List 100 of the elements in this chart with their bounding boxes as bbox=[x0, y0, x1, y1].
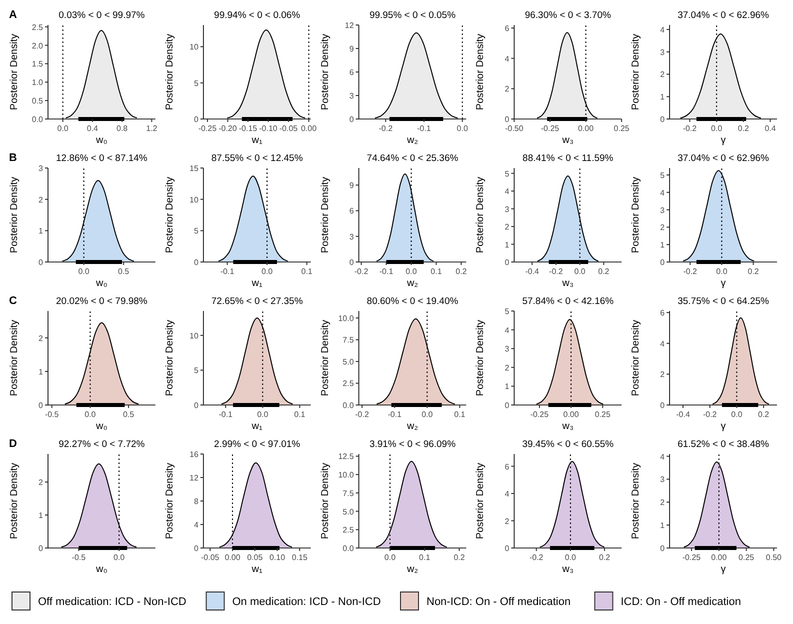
y-tick-label: 3 bbox=[660, 48, 666, 57]
text: 61.52% < 0 < 38.48% bbox=[678, 439, 770, 450]
y-tick-label: 15 bbox=[189, 164, 199, 173]
x-tick-label: 0.1 bbox=[419, 553, 431, 562]
x-axis-title: w₂ bbox=[406, 135, 418, 146]
y-axis-title: Posterior Density bbox=[9, 320, 20, 396]
y-tick-label: 4 bbox=[504, 326, 510, 335]
text: 99.94% < 0 < 0.06% bbox=[214, 10, 301, 21]
y-tick-label: 5.0 bbox=[342, 357, 354, 366]
y-tick-label: 0 bbox=[194, 258, 199, 267]
y-tick-label: 3 bbox=[504, 344, 510, 354]
y-tick-label: 5 bbox=[660, 170, 666, 180]
y-tick-label: 1.0 bbox=[32, 78, 44, 88]
x-tick-label: -0.2 bbox=[529, 553, 544, 562]
y-axis-title: Posterior Density bbox=[630, 176, 642, 254]
y-tick-label: 10.0 bbox=[338, 314, 354, 323]
y-tick-label: 3 bbox=[349, 92, 354, 100]
y-tick-label: 1 bbox=[38, 226, 44, 236]
text: 37.04% < 0 < 62.96% bbox=[678, 10, 770, 21]
y-tick-label: 0 bbox=[504, 401, 510, 410]
y-tick-label: 0 bbox=[504, 544, 510, 553]
x-axis-title: w₃ bbox=[561, 135, 574, 146]
x-tick-label: 0.50 bbox=[766, 553, 782, 562]
x-axis-title: w₁ bbox=[250, 564, 264, 575]
x-tick-label: 0.0 bbox=[406, 267, 418, 276]
y-tick-label: 4 bbox=[660, 452, 666, 462]
x-tick-label: 0.0 bbox=[57, 124, 69, 133]
y-tick-label: 12 bbox=[189, 474, 199, 482]
y-axis-title: Posterior Density bbox=[320, 462, 331, 540]
x-tick-label: 0.5 bbox=[118, 267, 130, 276]
x-tick-label: 0.0 bbox=[422, 410, 434, 419]
y-tick-label: 2.0 bbox=[32, 41, 44, 50]
y-tick-label: 10 bbox=[189, 331, 199, 340]
text: 87.55% < 0 < 12.45% bbox=[211, 153, 304, 164]
x-tick-label: -0.20 bbox=[218, 124, 238, 133]
text: 12.86% < 0 < 87.14% bbox=[56, 153, 148, 164]
y-tick-label: 4 bbox=[504, 54, 510, 64]
y-tick-label: 6 bbox=[349, 206, 354, 216]
y-tick-label: 0 bbox=[349, 115, 354, 124]
y-tick-label: 2 bbox=[38, 195, 44, 204]
x-tick-label: -0.50 bbox=[505, 124, 524, 133]
y-axis-title: Posterior Density bbox=[164, 176, 176, 254]
text: 37.04% < 0 < 62.96% bbox=[678, 153, 770, 164]
x-axis-title: γ bbox=[720, 278, 726, 289]
y-tick-label: 9 bbox=[349, 181, 354, 190]
y-axis-title: Posterior Density bbox=[320, 34, 331, 110]
y-tick-label: 8 bbox=[194, 497, 199, 506]
y-axis-title: Posterior Density bbox=[320, 176, 331, 254]
x-tick-label: -0.25 bbox=[682, 553, 702, 562]
text: 72.65% < 0 < 27.35% bbox=[211, 296, 304, 307]
x-tick-label: 1.2 bbox=[146, 124, 158, 133]
y-tick-label: 4 bbox=[660, 188, 666, 198]
y-tick-label: 2 bbox=[38, 478, 44, 488]
y-tick-label: 0 bbox=[194, 115, 199, 124]
x-tick-label: -0.25 bbox=[198, 124, 218, 133]
y-tick-label: 2 bbox=[660, 498, 666, 508]
y-tick-label: 1 bbox=[504, 382, 510, 392]
x-axis-title: w₀ bbox=[95, 278, 108, 289]
x-tick-label: 0.2 bbox=[748, 267, 760, 276]
x-tick-label: 0.0 bbox=[716, 267, 728, 276]
y-tick-label: 2 bbox=[38, 334, 44, 343]
x-tick-label: 0.00 bbox=[578, 124, 594, 133]
x-tick-label: -0.2 bbox=[355, 410, 370, 419]
x-tick-label: 0.5 bbox=[122, 410, 135, 419]
y-tick-label: 1 bbox=[504, 240, 510, 250]
x-axis-title: w₃ bbox=[561, 421, 574, 432]
y-tick-label: 0 bbox=[194, 401, 199, 410]
text: 88.41% < 0 < 11.59% bbox=[522, 153, 614, 164]
x-tick-label: -0.25 bbox=[530, 410, 550, 419]
y-tick-label: 3 bbox=[504, 204, 510, 214]
x-tick-label: 0.2 bbox=[598, 553, 611, 562]
y-tick-label: 0 bbox=[660, 401, 666, 410]
y-tick-label: 12.5 bbox=[338, 452, 354, 462]
y-tick-label: 9 bbox=[349, 44, 354, 54]
text: 80.60% < 0 < 19.40% bbox=[366, 296, 459, 307]
text: 99.95% < 0 < 0.05% bbox=[369, 10, 456, 21]
x-axis-title: w₀ bbox=[95, 135, 108, 146]
x-tick-label: -0.5 bbox=[44, 410, 60, 419]
x-tick-label: 0.1 bbox=[294, 410, 306, 419]
y-tick-label: 2 bbox=[660, 223, 666, 232]
x-axis-title: w₁ bbox=[250, 421, 264, 432]
x-axis-title: w₀ bbox=[95, 564, 108, 575]
y-tick-label: 6 bbox=[504, 24, 510, 34]
y-axis-title: Posterior Density bbox=[475, 34, 486, 110]
x-tick-label: 0.2 bbox=[454, 553, 466, 562]
y-tick-label: 1 bbox=[38, 367, 44, 376]
chart-title: A bbox=[9, 9, 17, 21]
y-tick-label: 2.5 bbox=[342, 379, 354, 388]
x-tick-label: -0.2 bbox=[354, 267, 369, 276]
x-tick-label: 0.00 bbox=[711, 553, 728, 562]
y-tick-label: 10 bbox=[189, 195, 199, 204]
y-axis-title: Posterior Density bbox=[630, 320, 642, 396]
y-axis-title: Posterior Density bbox=[630, 462, 642, 540]
y-tick-label: 3 bbox=[349, 232, 354, 242]
y-tick-label: 0 bbox=[38, 544, 44, 553]
y-tick-label: 2 bbox=[504, 363, 510, 372]
x-tick-label: -0.05 bbox=[200, 553, 220, 562]
y-tick-label: 7.5 bbox=[342, 488, 354, 498]
x-tick-label: 0.00 bbox=[563, 410, 580, 419]
y-tick-label: 2 bbox=[660, 370, 666, 380]
